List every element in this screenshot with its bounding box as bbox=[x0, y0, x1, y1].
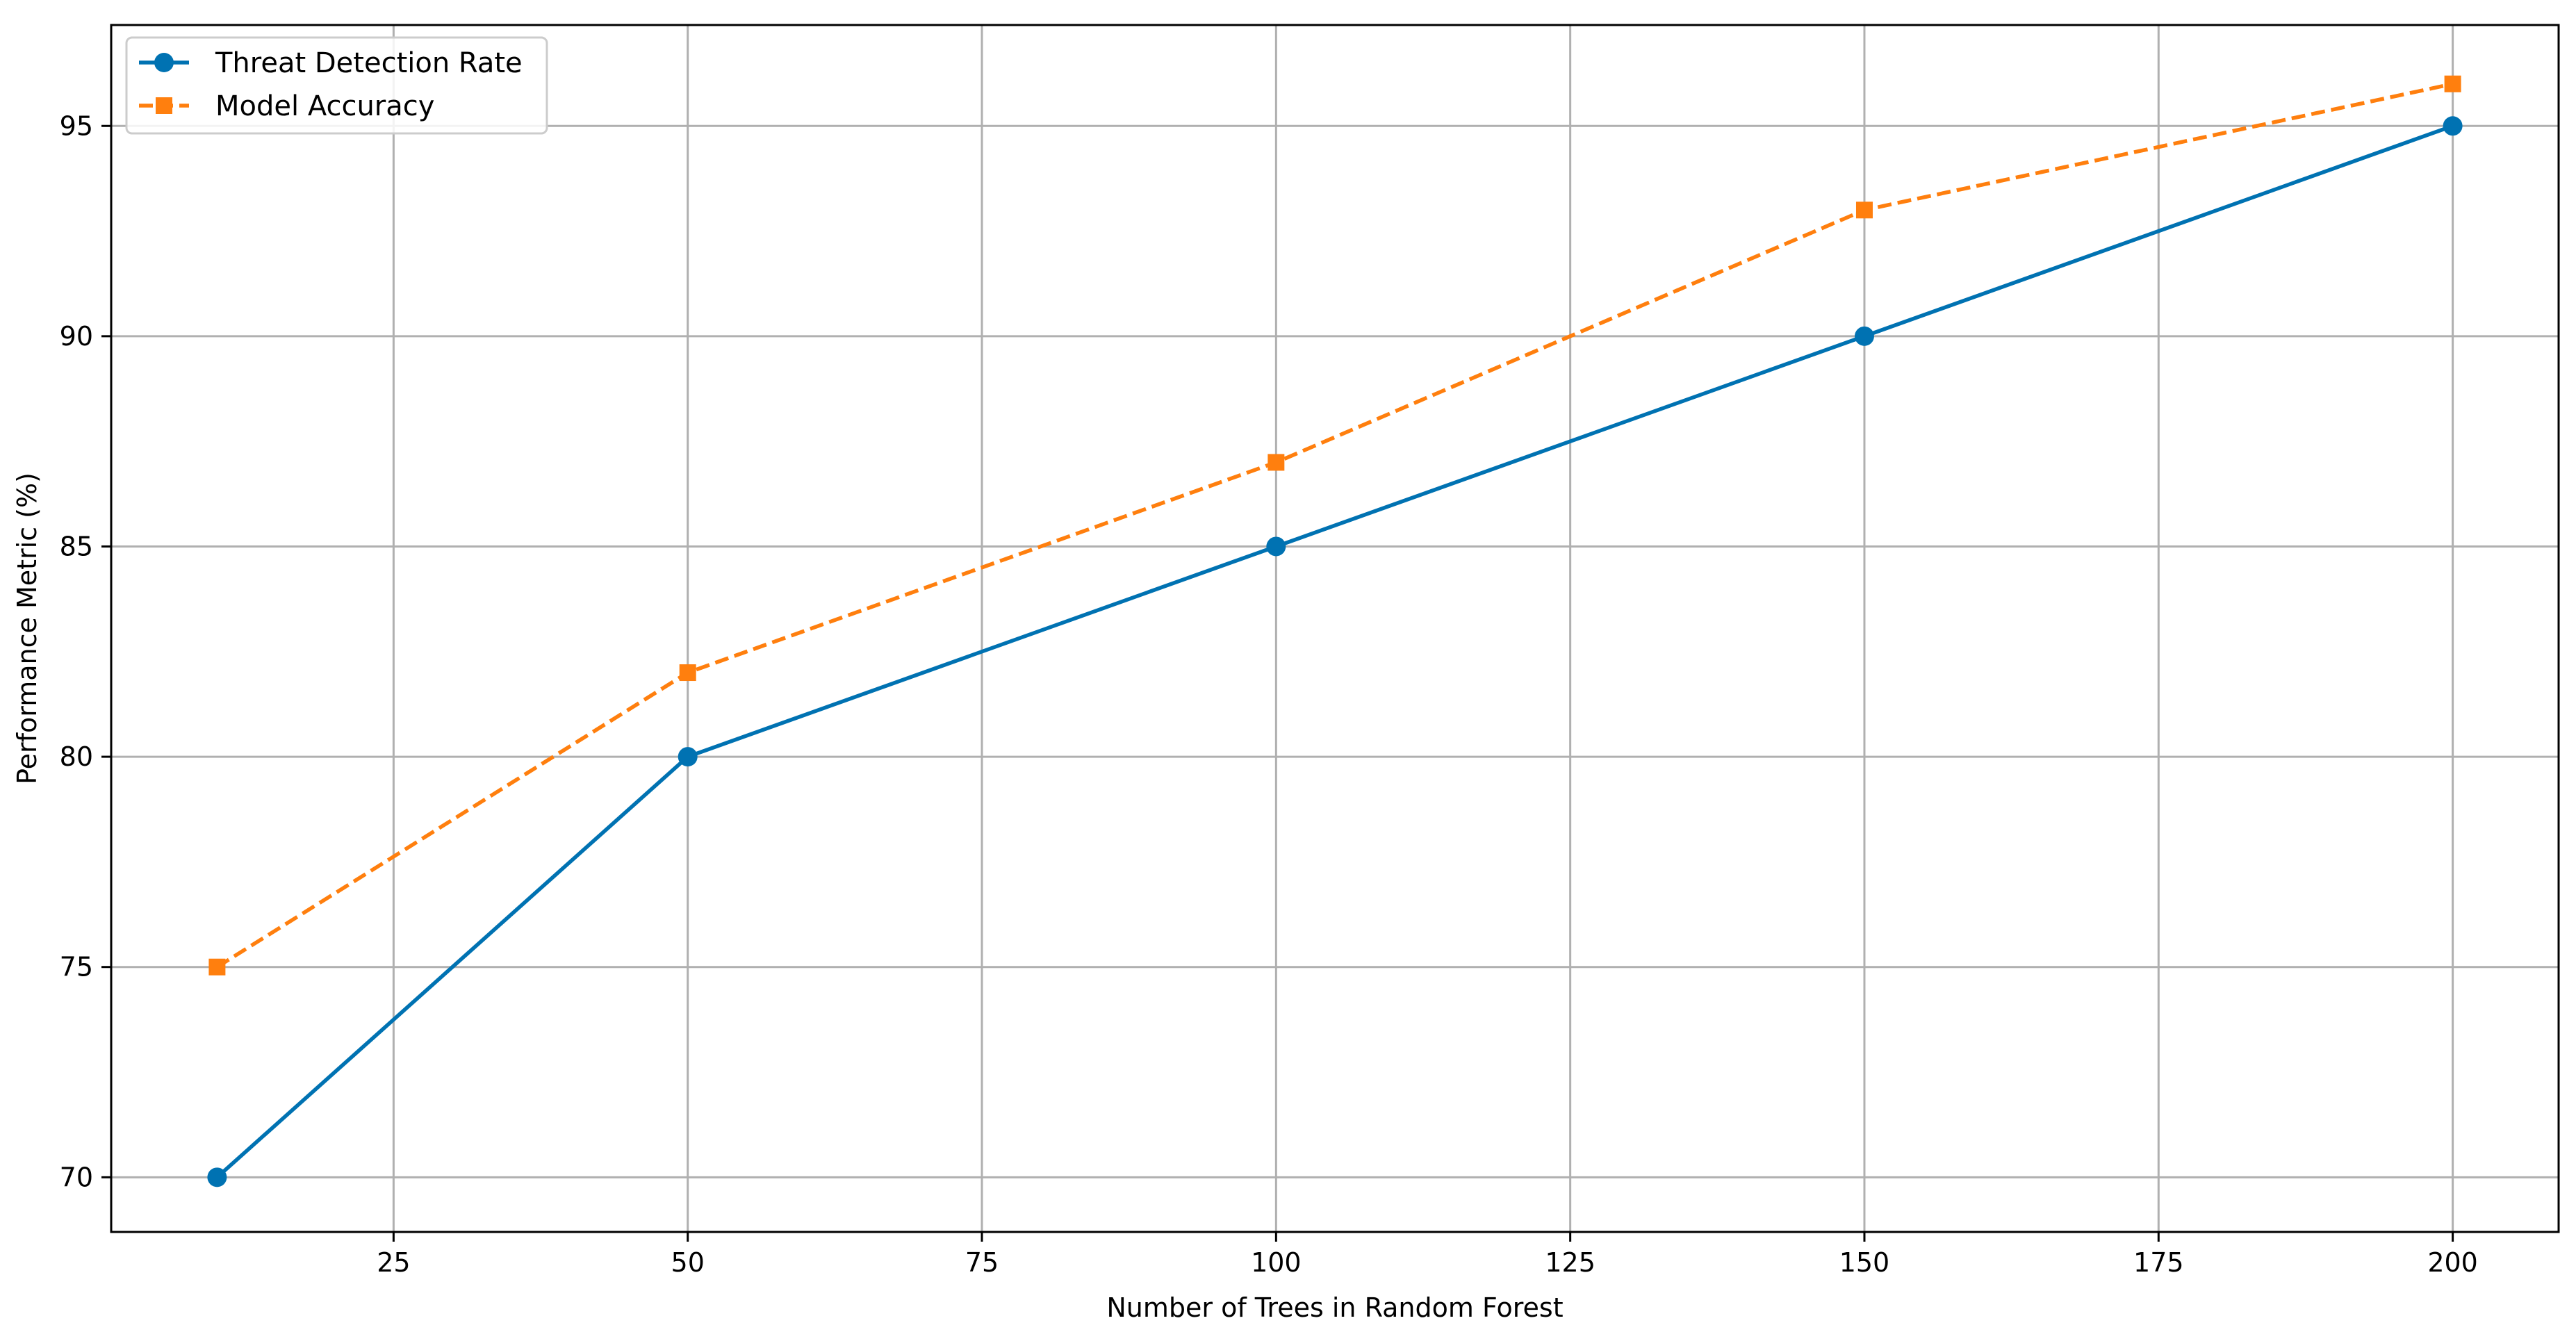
x-tick-label: 50 bbox=[671, 1247, 705, 1278]
data-point bbox=[2444, 75, 2461, 92]
legend-items: Threat Detection Rate Model Accuracy bbox=[139, 47, 523, 122]
legend-swatch-marker bbox=[156, 97, 172, 114]
grid bbox=[111, 25, 2559, 1232]
y-axis-label: Performance Metric (%) bbox=[12, 472, 42, 784]
y-tick-label: 90 bbox=[60, 321, 93, 352]
x-tick-label: 175 bbox=[2133, 1247, 2184, 1278]
legend-item: Model Accuracy bbox=[139, 90, 434, 122]
ticks: 25 50 75 100 125 150 175 200 70 75 80 85 90 95 bbox=[60, 110, 2478, 1278]
x-axis-label: Number of Trees in Random Forest bbox=[1106, 1292, 1563, 1323]
legend-swatch-marker bbox=[154, 53, 174, 72]
x-tick-label: 200 bbox=[2427, 1247, 2478, 1278]
y-tick-label: 75 bbox=[60, 952, 93, 982]
legend-label: Threat Detection Rate bbox=[215, 47, 523, 79]
x-tick-label: 25 bbox=[377, 1247, 410, 1278]
legend-box bbox=[125, 36, 548, 135]
data-point bbox=[1268, 454, 1285, 471]
data-point bbox=[678, 747, 698, 767]
series-layer bbox=[207, 75, 2463, 1187]
x-tick-label: 150 bbox=[1839, 1247, 1890, 1278]
data-point bbox=[1266, 536, 1286, 557]
legend: Threat Detection Rate Model Accuracy bbox=[125, 36, 548, 135]
y-tick-label: 95 bbox=[60, 110, 93, 141]
legend-item: Threat Detection Rate bbox=[139, 47, 523, 79]
x-tick-label: 125 bbox=[1545, 1247, 1595, 1278]
series-0 bbox=[207, 116, 2463, 1187]
y-tick-label: 80 bbox=[60, 741, 93, 772]
data-point bbox=[1855, 202, 1873, 219]
plot-frame bbox=[110, 24, 2560, 1233]
series-1 bbox=[208, 75, 2461, 976]
data-point bbox=[1854, 326, 1874, 346]
x-tick-label: 100 bbox=[1251, 1247, 1302, 1278]
data-point bbox=[2443, 116, 2463, 136]
legend-label: Model Accuracy bbox=[215, 90, 434, 122]
x-tick-label: 75 bbox=[965, 1247, 999, 1278]
data-point bbox=[207, 1167, 227, 1187]
data-point bbox=[208, 958, 226, 976]
y-tick-label: 85 bbox=[60, 531, 93, 561]
y-tick-label: 70 bbox=[60, 1162, 93, 1192]
data-point bbox=[679, 664, 696, 682]
